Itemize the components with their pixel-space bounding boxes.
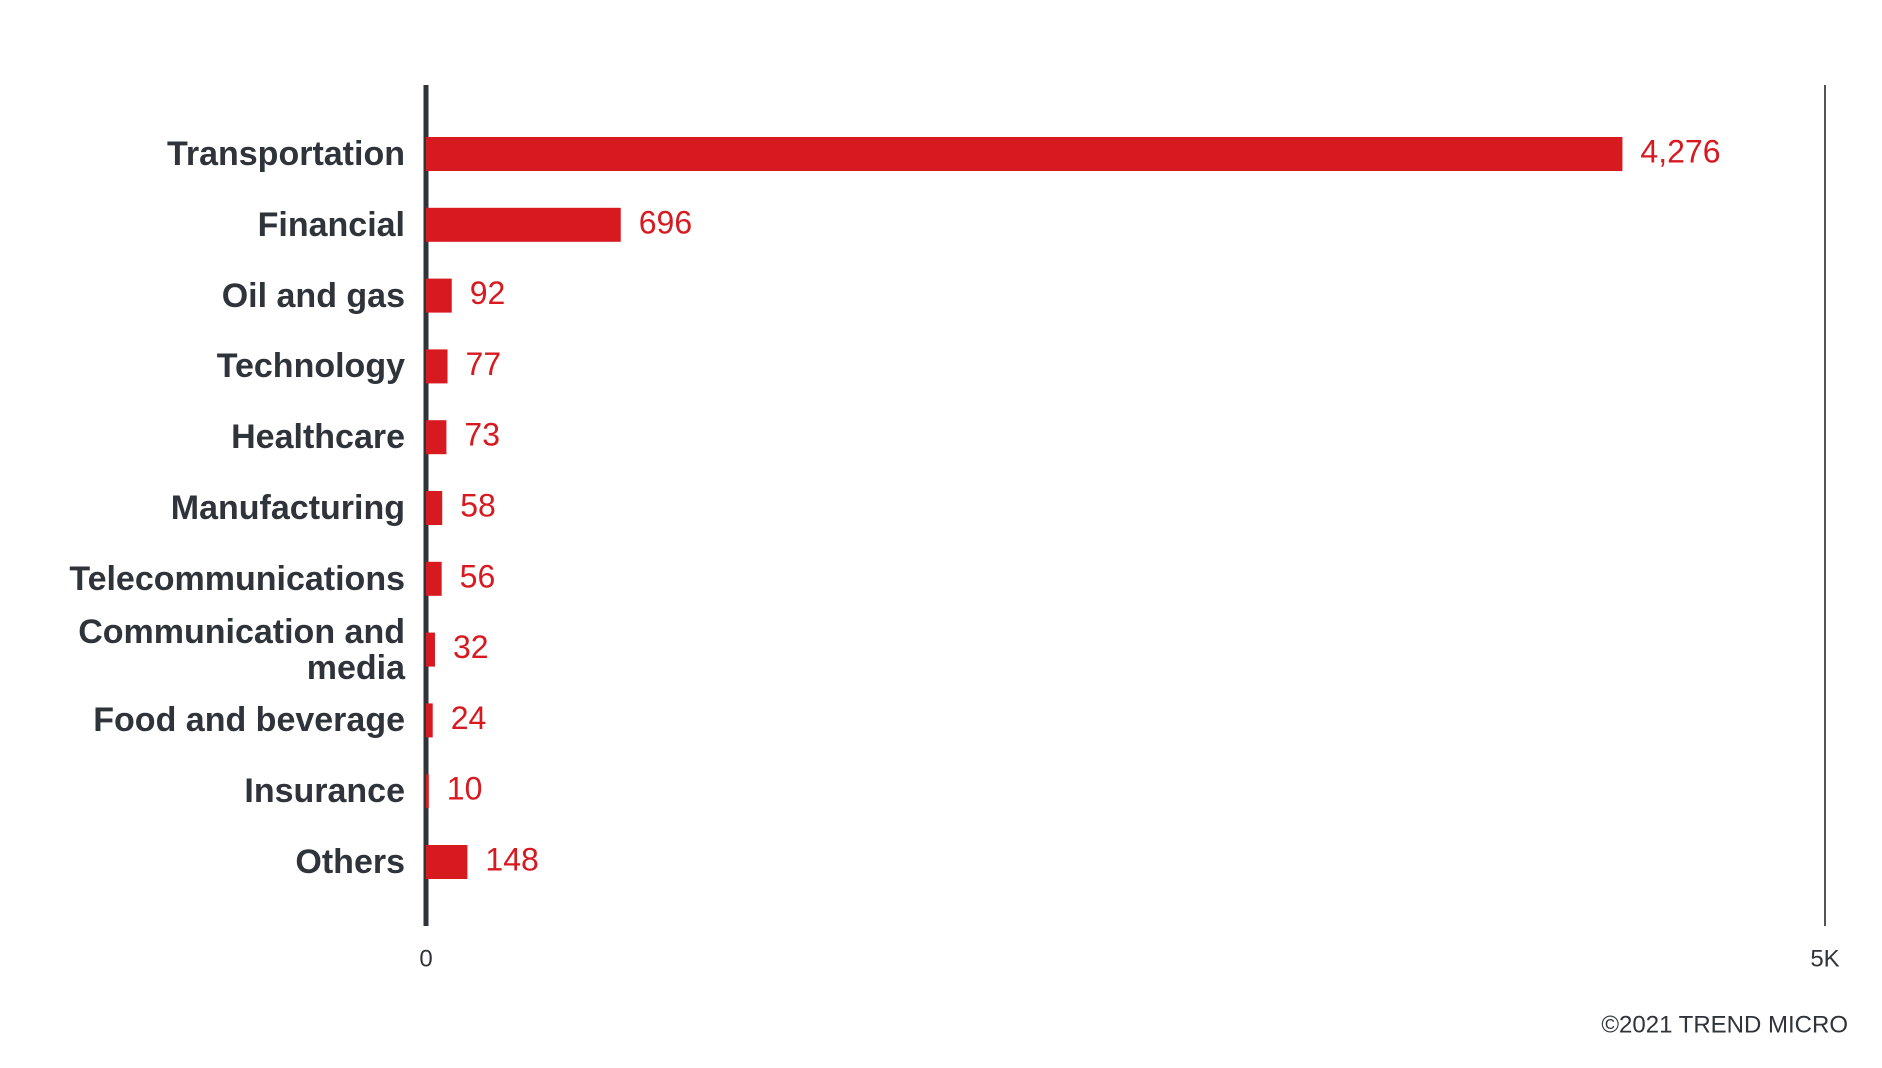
value-label: 696 [639,204,692,240]
value-label: 73 [464,417,500,453]
value-label: 56 [460,558,496,594]
y-tick-label: Oil and gas [221,276,405,315]
bar [426,561,442,596]
bar [426,137,1623,171]
bar [426,703,433,738]
value-label: 58 [460,487,496,523]
bar [426,420,447,455]
value-label: 77 [466,346,502,382]
value-label: 24 [451,700,487,736]
y-tick-label: Communication and media [78,612,405,687]
y-tick-label: Food and beverage [93,701,405,740]
value-label: 92 [470,275,506,311]
y-tick-label: Financial [257,205,405,244]
y-tick-label: Telecommunications [69,559,405,598]
value-label: 148 [485,841,538,877]
y-tick-label: Technology [216,347,405,386]
bar [426,278,452,313]
x-tick-label: 0 [419,945,432,972]
y-tick-label: Transportation [166,135,405,173]
y-tick-label: Healthcare [231,418,405,457]
y-tick-label: Insurance [244,772,405,811]
bar [426,845,468,879]
bar [426,349,448,384]
value-label: 4,276 [1640,133,1720,169]
bar [426,632,435,667]
bar [426,774,429,809]
bar [426,207,621,242]
y-tick-label: Others [295,843,405,881]
value-label: 10 [447,771,483,807]
bar [426,491,443,525]
x-tick-label: 5K [1810,945,1839,972]
y-tick-label: Manufacturing [170,489,405,527]
copyright: ©2021 TREND MICRO [1601,1011,1848,1038]
value-label: 32 [453,629,489,665]
